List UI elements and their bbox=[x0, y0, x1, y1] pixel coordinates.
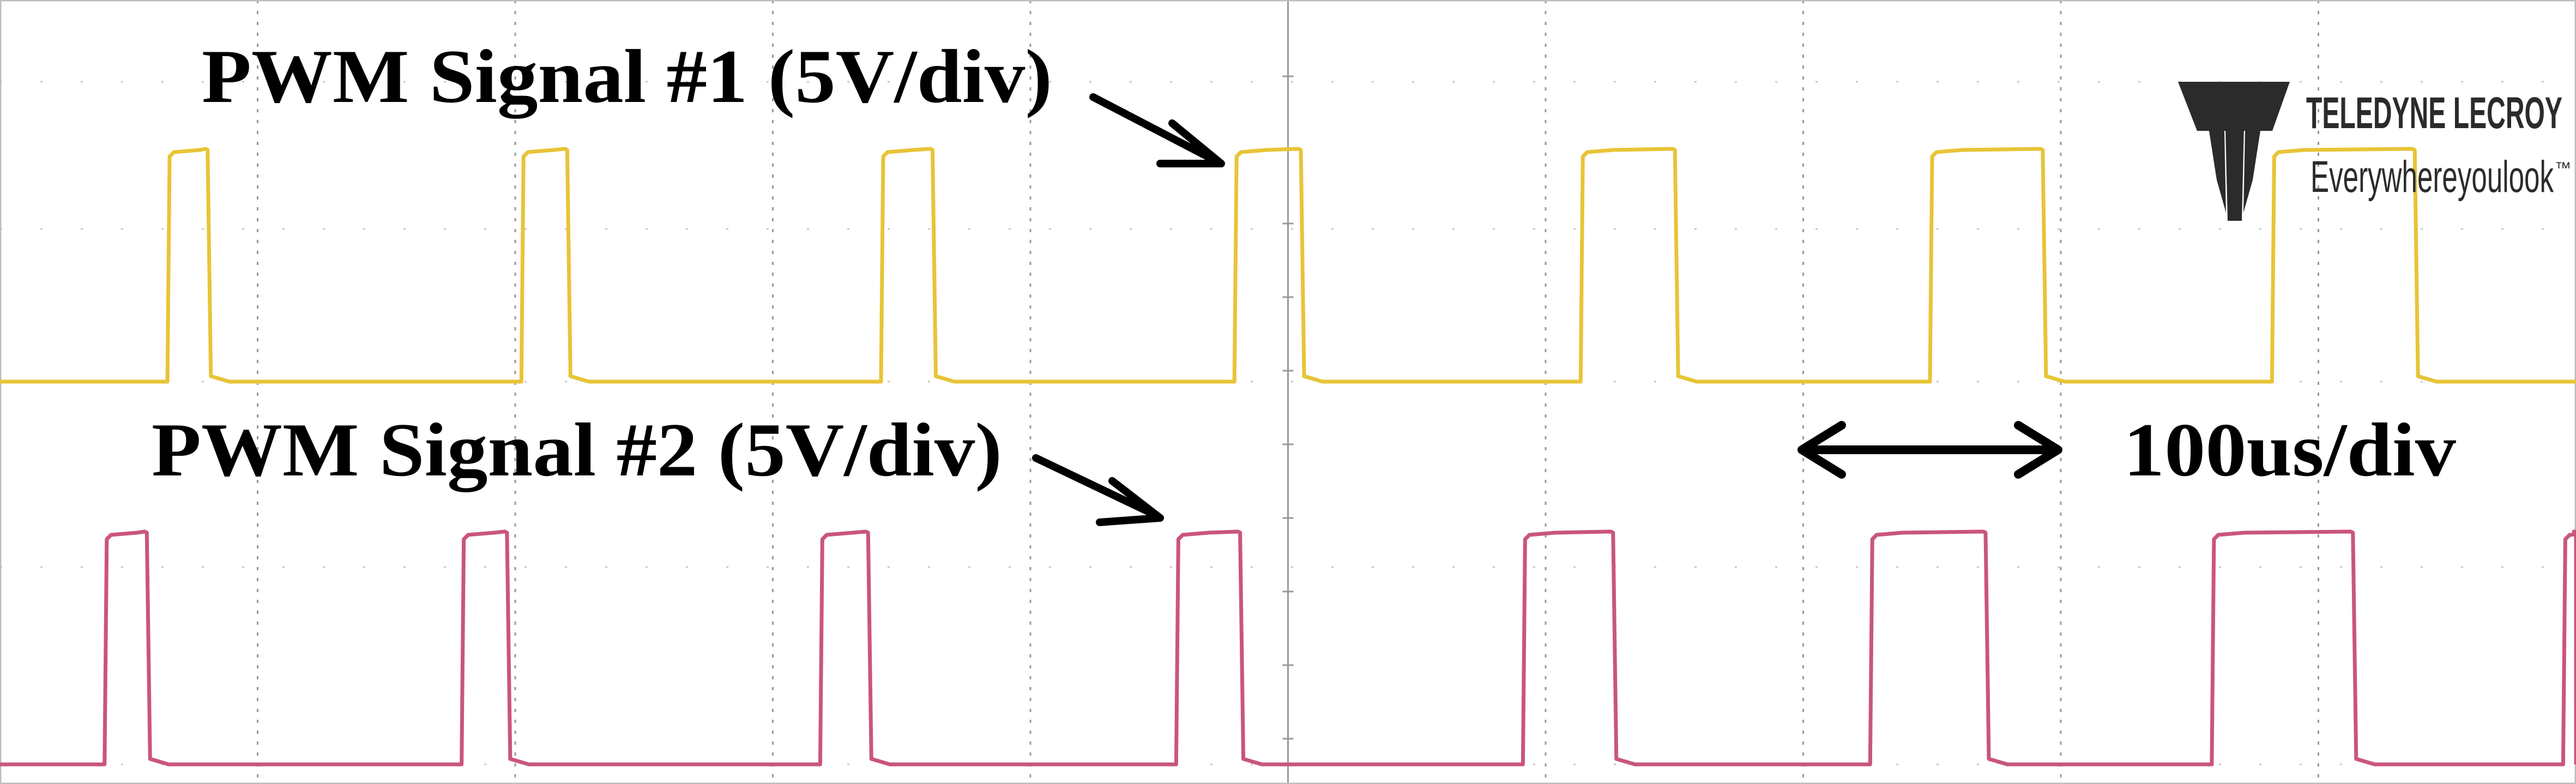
waveform-traces bbox=[0, 147, 2576, 767]
channel2-pulse-2 bbox=[462, 533, 507, 764]
channel2-pulse-1 bbox=[105, 533, 147, 764]
channel1-pulse-1 bbox=[167, 150, 208, 382]
timebase-annotation: 100us/div bbox=[2123, 408, 2456, 492]
channel2-trace bbox=[0, 529, 2576, 767]
channel2-pulse-8 bbox=[2563, 533, 2576, 764]
channel2-pulse-5 bbox=[1523, 533, 1613, 764]
timebase-arrow bbox=[1797, 421, 2062, 479]
channel1-pulse-5 bbox=[1580, 150, 1675, 382]
channel1-pulse-2 bbox=[521, 150, 567, 382]
signal2-annotation: PWM Signal #2 (5V/div) bbox=[152, 408, 1002, 492]
channel2-pulse-7 bbox=[2212, 533, 2353, 764]
signal1-arrow bbox=[1089, 93, 1225, 167]
channel2-pulse-3 bbox=[820, 533, 868, 764]
teledyne-lecroy-logo: TELEDYNE LECROY Everywhereyoulook ™ bbox=[2178, 82, 2571, 221]
channel1-pulse-3 bbox=[881, 150, 933, 382]
logo-trademark: ™ bbox=[2555, 159, 2571, 177]
signal2-arrow bbox=[1032, 454, 1164, 526]
channel2-pulse-4 bbox=[1176, 533, 1240, 764]
logo-tagline-text: Everywhereyoulook bbox=[2310, 152, 2554, 202]
channel1-trace bbox=[0, 147, 2576, 384]
channel1-pulse-4 bbox=[1234, 150, 1301, 382]
logo-brand-text: TELEDYNE LECROY bbox=[2306, 88, 2562, 138]
channel2-pulse-6 bbox=[1870, 533, 1986, 764]
teledyne-t-icon bbox=[2178, 82, 2290, 221]
signal1-annotation: PWM Signal #1 (5V/div) bbox=[202, 34, 1052, 119]
channel1-pulse-6 bbox=[1930, 150, 2043, 382]
